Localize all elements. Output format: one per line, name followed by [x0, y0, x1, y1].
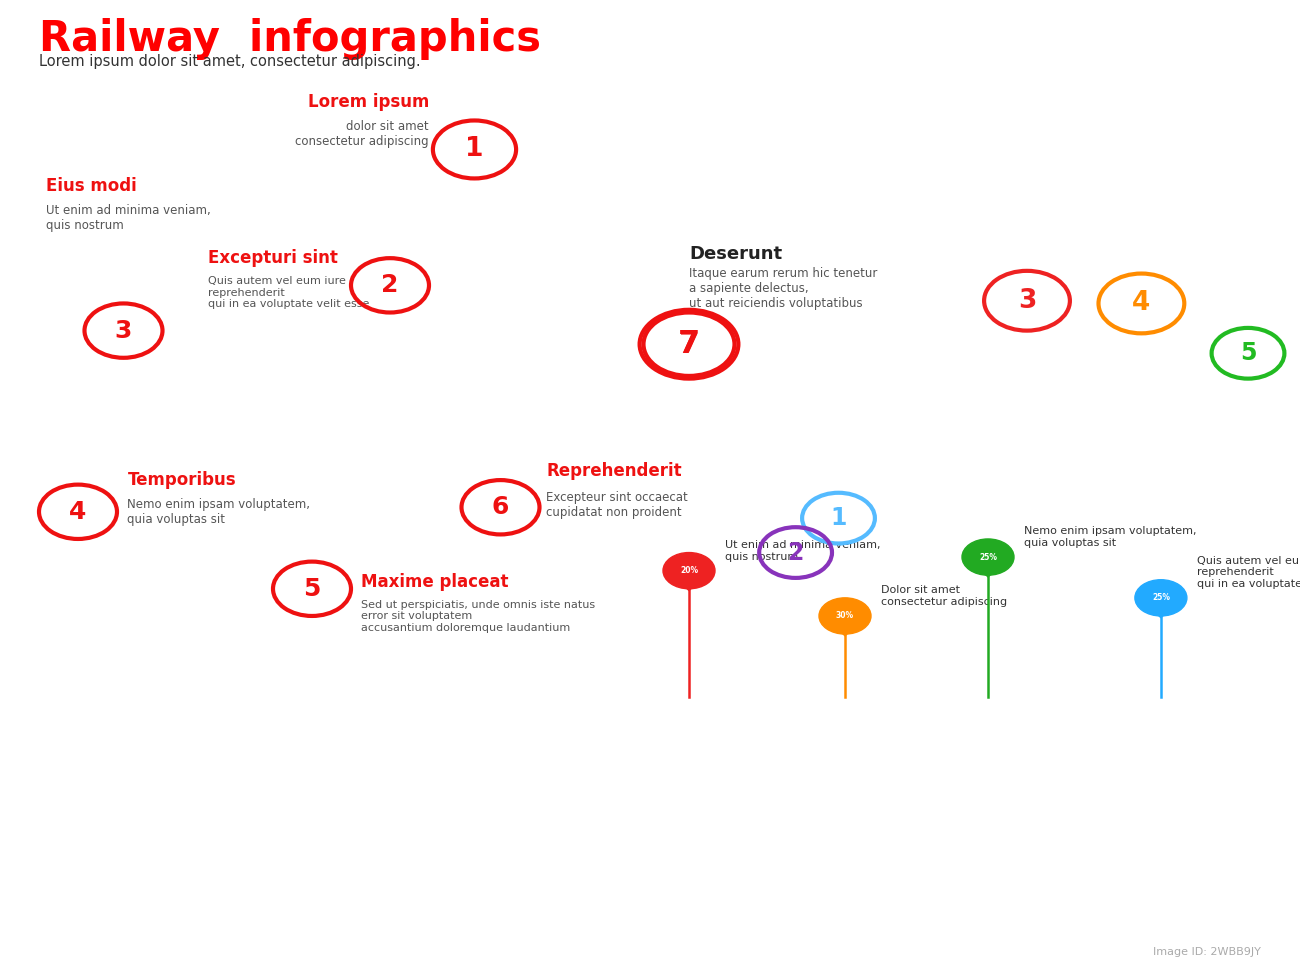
Text: 4: 4	[69, 500, 87, 524]
Polygon shape	[831, 621, 859, 636]
Text: Quis autem vel eum iure
reprehenderit
qui in ea voluptate velit esse: Quis autem vel eum iure reprehenderit qu…	[208, 277, 369, 310]
Text: Nemo enim ipsam voluptatem,
quia voluptas sit: Nemo enim ipsam voluptatem, quia volupta…	[127, 499, 311, 526]
Text: 3: 3	[114, 318, 133, 343]
Polygon shape	[974, 563, 1002, 577]
Text: Image ID: 2WBB9JY: Image ID: 2WBB9JY	[1153, 947, 1261, 957]
Circle shape	[1135, 580, 1187, 616]
Text: 5: 5	[1240, 341, 1256, 365]
Text: Reprehenderit: Reprehenderit	[546, 462, 681, 480]
Polygon shape	[675, 576, 703, 590]
Text: Ut enim ad minima veniam,
quis nostrum: Ut enim ad minima veniam, quis nostrum	[46, 204, 211, 232]
Text: 1: 1	[465, 136, 484, 163]
Text: 7: 7	[677, 328, 701, 359]
Text: Sed ut perspiciatis, unde omnis iste natus
error sit voluptatem
accusantium dolo: Sed ut perspiciatis, unde omnis iste nat…	[361, 600, 595, 633]
Text: 5: 5	[303, 577, 321, 601]
Text: 7: 7	[679, 330, 699, 358]
Text: Maxime placeat: Maxime placeat	[361, 573, 508, 590]
Text: Deserunt: Deserunt	[689, 244, 783, 263]
Text: dolor sit amet
consectetur adipiscing: dolor sit amet consectetur adipiscing	[295, 120, 429, 148]
Text: Railway  infographics: Railway infographics	[39, 19, 541, 60]
Text: Lorem ipsum: Lorem ipsum	[308, 93, 429, 110]
Text: Excepteur sint occaecat
cupidatat non proident: Excepteur sint occaecat cupidatat non pr…	[546, 491, 688, 519]
Text: 30%: 30%	[836, 612, 854, 620]
Circle shape	[663, 552, 715, 588]
Text: 2: 2	[381, 274, 399, 297]
Circle shape	[819, 598, 871, 634]
Text: 25%: 25%	[979, 552, 997, 562]
Text: 6: 6	[491, 495, 510, 519]
Circle shape	[962, 539, 1014, 576]
Text: Ut enim ad minima veniam,
quis nostrum: Ut enim ad minima veniam, quis nostrum	[725, 540, 881, 562]
Text: www.alamy.com: www.alamy.com	[1149, 919, 1261, 933]
Text: 20%: 20%	[680, 566, 698, 576]
Text: 1: 1	[831, 506, 846, 530]
Text: 25%: 25%	[1152, 593, 1170, 602]
Text: alamy: alamy	[32, 923, 135, 952]
Text: Lorem ipsum dolor sit amet, consectetur adipiscing.: Lorem ipsum dolor sit amet, consectetur …	[39, 55, 421, 69]
Text: Eius modi: Eius modi	[46, 176, 136, 195]
Text: 2: 2	[788, 541, 803, 565]
Text: Itaque earum rerum hic tenetur
a sapiente delectus,
ut aut reiciendis voluptatib: Itaque earum rerum hic tenetur a sapient…	[689, 267, 878, 310]
Text: Quis autem vel eum iure
reprehenderit
qui in ea voluptate velit esse: Quis autem vel eum iure reprehenderit qu…	[1197, 555, 1300, 588]
Text: Excepturi sint: Excepturi sint	[208, 249, 338, 267]
Text: Nemo enim ipsam voluptatem,
quia voluptas sit: Nemo enim ipsam voluptatem, quia volupta…	[1024, 526, 1197, 548]
Text: 4: 4	[1132, 290, 1150, 317]
Text: Dolor sit amet
consectetur adipiscing: Dolor sit amet consectetur adipiscing	[881, 585, 1008, 607]
Text: 3: 3	[1018, 287, 1036, 314]
Text: Temporibus: Temporibus	[127, 471, 237, 489]
Polygon shape	[1147, 603, 1175, 618]
